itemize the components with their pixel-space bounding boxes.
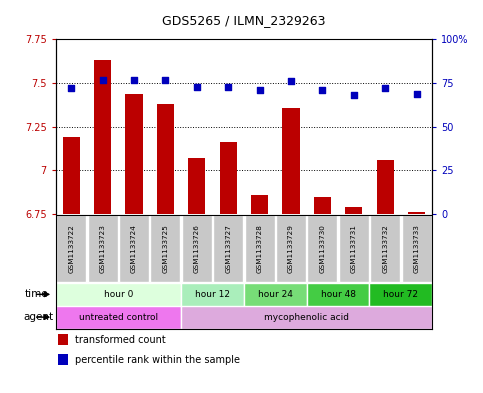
Bar [408,213,425,214]
Bar [369,283,432,306]
Text: GSM1133728: GSM1133728 [256,224,263,273]
Bar [56,306,181,329]
Bar [150,215,181,282]
Bar [244,283,307,306]
Bar [188,158,205,214]
Text: hour 12: hour 12 [195,290,230,299]
Point [382,85,389,92]
Text: GSM1133724: GSM1133724 [131,224,137,273]
Text: GSM1133726: GSM1133726 [194,224,200,273]
Bar [370,215,400,282]
Text: agent: agent [23,312,53,322]
Bar [87,215,118,282]
Text: GSM1133730: GSM1133730 [319,224,326,273]
Bar [314,196,331,214]
Text: hour 72: hour 72 [384,290,418,299]
Bar [56,215,86,282]
Bar [126,94,142,214]
Text: mycophenolic acid: mycophenolic acid [264,313,349,321]
Text: GDS5265 / ILMN_2329263: GDS5265 / ILMN_2329263 [162,15,326,28]
Bar [339,215,369,282]
Text: percentile rank within the sample: percentile rank within the sample [75,354,241,365]
Bar [182,215,212,282]
Text: GSM1133731: GSM1133731 [351,224,357,273]
Bar [283,108,299,214]
Bar [401,215,432,282]
Text: hour 48: hour 48 [321,290,355,299]
Point [350,92,357,98]
Text: GSM1133722: GSM1133722 [68,224,74,273]
Point [99,76,107,83]
Bar [58,334,68,345]
Bar [181,306,432,329]
Bar [157,104,174,214]
Point [161,76,170,83]
Text: GSM1133729: GSM1133729 [288,224,294,273]
Point [224,83,232,90]
Point [412,90,420,97]
Text: GSM1133725: GSM1133725 [162,224,169,273]
Text: hour 0: hour 0 [104,290,133,299]
Bar [213,215,243,282]
Bar [377,160,394,214]
Bar [220,143,237,214]
Bar [181,283,244,306]
Point [68,85,75,92]
Point [256,87,264,93]
Text: GSM1133733: GSM1133733 [413,224,420,273]
Bar [119,215,149,282]
Bar [94,60,111,214]
Bar [307,215,338,282]
Bar [307,283,369,306]
Point [130,76,138,83]
Text: hour 24: hour 24 [258,290,293,299]
Text: time: time [25,289,48,299]
Bar [63,137,80,214]
Point [287,78,295,84]
Bar [251,195,268,214]
Text: GSM1133727: GSM1133727 [225,224,231,273]
Bar [56,283,181,306]
Text: GSM1133732: GSM1133732 [382,224,388,273]
Text: transformed count: transformed count [75,335,166,345]
Text: untreated control: untreated control [79,313,158,321]
Bar [244,215,275,282]
Bar [345,207,362,214]
Text: GSM1133723: GSM1133723 [99,224,106,273]
Bar [58,354,68,365]
Bar [276,215,306,282]
Point [193,83,201,90]
Point [319,87,327,93]
